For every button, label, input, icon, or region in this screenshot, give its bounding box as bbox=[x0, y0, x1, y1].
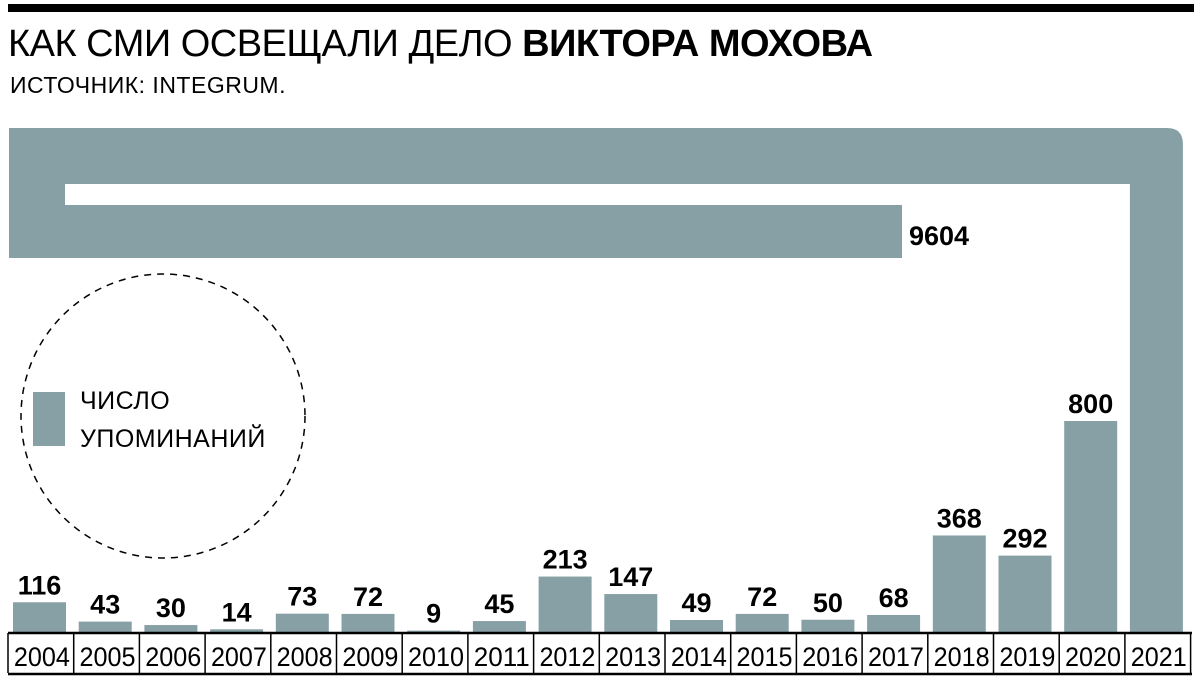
bar-2005 bbox=[78, 621, 132, 633]
bar-2019 bbox=[998, 555, 1052, 633]
tick-label-2006: 2006 bbox=[145, 642, 201, 672]
chart-source: ИСТОЧНИК: INTEGRUM. bbox=[10, 72, 286, 98]
tick-label-2005: 2005 bbox=[80, 642, 136, 672]
legend-swatch bbox=[33, 392, 65, 446]
value-label-2015: 72 bbox=[747, 582, 777, 612]
folded-bar-group bbox=[9, 128, 1183, 633]
tick-label-2014: 2014 bbox=[671, 642, 727, 672]
value-label-2013: 147 bbox=[608, 562, 653, 592]
bar-2016 bbox=[801, 619, 855, 633]
bar-2014 bbox=[670, 620, 723, 633]
tick-label-2008: 2008 bbox=[277, 642, 333, 672]
title-regular: КАК СМИ ОСВЕЩАЛИ ДЕЛО bbox=[8, 23, 523, 65]
value-label-2011: 45 bbox=[484, 589, 514, 619]
x-axis: 2004 2005 2006 2007 2008 2009 2010 2011 2012 2013… bbox=[7, 631, 1192, 676]
value-label-2010: 9 bbox=[426, 599, 441, 629]
tick-label-2017: 2017 bbox=[868, 642, 924, 672]
value-label-2004: 116 bbox=[18, 570, 62, 600]
value-label-2009: 72 bbox=[353, 582, 383, 612]
legend-label-line1: ЧИСЛО bbox=[80, 387, 170, 415]
bar-2009 bbox=[341, 613, 395, 633]
tick-label-2010: 2010 bbox=[408, 642, 464, 672]
bar-2007 bbox=[210, 629, 264, 633]
title-bold: ВИКТОРА МОХОВА bbox=[522, 23, 873, 65]
bar-2018 bbox=[932, 535, 986, 633]
bar-2004 bbox=[13, 602, 66, 633]
value-label-2021: 9604 bbox=[909, 221, 969, 251]
bar-2012 bbox=[538, 576, 592, 633]
tick-label-2007: 2007 bbox=[211, 642, 267, 672]
value-label-2017: 68 bbox=[879, 583, 909, 613]
value-label-2016: 50 bbox=[813, 588, 843, 618]
tick-label-2004: 2004 bbox=[14, 642, 70, 672]
bar-2021 bbox=[9, 128, 1183, 633]
top-rule bbox=[8, 4, 1194, 12]
value-label-2008: 73 bbox=[287, 582, 317, 612]
tick-label-2015: 2015 bbox=[737, 642, 793, 672]
value-label-2007: 14 bbox=[222, 597, 252, 627]
tick-label-2009: 2009 bbox=[342, 642, 398, 672]
value-label-2018: 368 bbox=[937, 503, 982, 533]
tick-label-2021: 2021 bbox=[1131, 642, 1187, 672]
bar-2011 bbox=[472, 621, 526, 633]
bar-2020 bbox=[1064, 421, 1118, 633]
bar-2006 bbox=[144, 625, 198, 633]
tick-label-2016: 2016 bbox=[802, 642, 858, 672]
bar-2008 bbox=[275, 613, 329, 633]
value-label-2012: 213 bbox=[543, 545, 588, 575]
chart-title: КАК СМИ ОСВЕЩАЛИ ДЕЛО ВИКТОРА МОХОВА bbox=[8, 20, 873, 68]
legend-label-line2: УПОМИНАНИЙ bbox=[80, 423, 266, 453]
value-label-2005: 43 bbox=[90, 590, 120, 620]
tick-label-2011: 2011 bbox=[474, 642, 530, 672]
bar-2017 bbox=[867, 614, 921, 633]
bar-2015 bbox=[735, 613, 789, 633]
value-label-2020: 800 bbox=[1068, 389, 1113, 419]
value-label-2019: 292 bbox=[1002, 524, 1047, 554]
value-labels-group: 116 43 30 14 73 72 9 45 213 147 49 72 50 68 368 292 800 9… bbox=[18, 221, 1114, 629]
legend: ЧИСЛО УПОМИНАНИЙ bbox=[20, 273, 306, 559]
tick-label-2013: 2013 bbox=[605, 642, 661, 672]
legend-dashed-circle bbox=[20, 273, 306, 559]
tick-label-2020: 2020 bbox=[1065, 642, 1121, 672]
tick-label-2012: 2012 bbox=[539, 642, 595, 672]
tick-label-2018: 2018 bbox=[934, 642, 990, 672]
bar-2013 bbox=[604, 594, 658, 633]
bars-group bbox=[13, 421, 1118, 633]
tick-label-2019: 2019 bbox=[999, 642, 1055, 672]
value-label-2006: 30 bbox=[156, 593, 186, 623]
value-label-2014: 49 bbox=[681, 588, 711, 618]
